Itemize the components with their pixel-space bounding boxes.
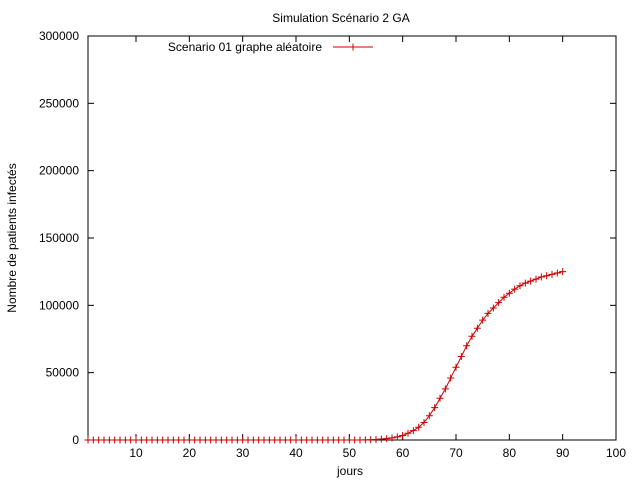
data-point	[495, 299, 503, 307]
y-tick-label: 250000	[39, 96, 79, 110]
data-point	[505, 289, 513, 297]
y-tick-label: 150000	[39, 231, 79, 245]
data-point	[532, 275, 540, 283]
x-tick-label: 10	[129, 446, 143, 460]
x-tick-label: 80	[503, 446, 517, 460]
x-tick-label: 30	[236, 446, 250, 460]
x-tick-label: 60	[396, 446, 410, 460]
x-tick-label: 40	[289, 446, 303, 460]
y-axis-label: Nombre de patients infectés	[5, 163, 19, 312]
data-point	[447, 374, 455, 382]
data-point	[537, 273, 545, 281]
y-tick-label: 50000	[46, 366, 80, 380]
data-point	[543, 272, 551, 280]
y-tick-label: 200000	[39, 164, 79, 178]
x-axis-label: jours	[336, 464, 363, 478]
data-point	[479, 316, 487, 324]
data-point	[484, 309, 492, 317]
data-point	[441, 385, 449, 393]
data-point	[431, 404, 439, 412]
legend-marker	[349, 43, 357, 51]
data-point	[548, 270, 556, 278]
data-point	[468, 332, 476, 340]
series-line	[88, 271, 563, 441]
data-point	[553, 269, 561, 277]
data-point	[383, 435, 391, 443]
x-tick-label: 90	[556, 446, 570, 460]
data-point	[404, 429, 412, 437]
data-point	[527, 277, 535, 285]
y-tick-label: 300000	[39, 29, 79, 43]
data-point	[463, 342, 471, 350]
data-point	[473, 324, 481, 332]
legend: Scenario 01 graphe aléatoire	[168, 40, 373, 54]
data-point	[516, 282, 524, 290]
data-point	[452, 363, 460, 371]
data-point	[489, 304, 497, 312]
data-point	[415, 423, 423, 431]
data-point	[399, 432, 407, 440]
data-point	[388, 434, 396, 442]
y-tick-label: 0	[72, 433, 79, 447]
data-point	[436, 394, 444, 402]
y-tick-label: 100000	[39, 298, 79, 312]
legend-label: Scenario 01 graphe aléatoire	[168, 40, 322, 54]
data-point	[500, 293, 508, 301]
data-point	[420, 418, 428, 426]
chart-title: Simulation Scénario 2 GA	[272, 11, 409, 25]
data-point	[559, 268, 567, 276]
data-point	[425, 412, 433, 420]
data-point	[511, 285, 519, 293]
data-point	[409, 427, 417, 435]
data-point	[393, 433, 401, 441]
x-tick-label: 50	[343, 446, 357, 460]
data-point	[457, 353, 465, 361]
x-tick-label: 100	[606, 446, 626, 460]
plot-frame	[87, 35, 617, 441]
x-tick-label: 70	[449, 446, 463, 460]
x-tick-label: 20	[183, 446, 197, 460]
data-point	[521, 279, 529, 287]
